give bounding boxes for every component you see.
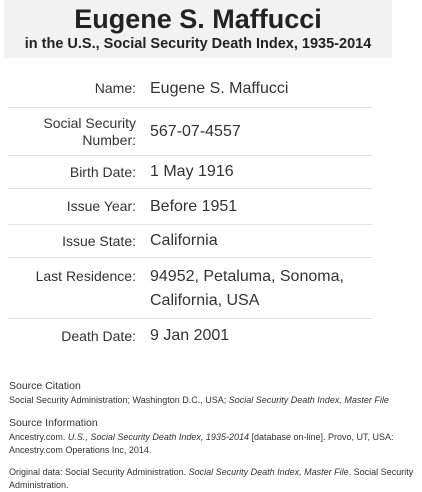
source-citation-plain: Social Security Administration; Washingt…: [9, 395, 229, 405]
birth-date-label: Birth Date:: [69, 163, 136, 180]
name-label: Name:: [94, 80, 136, 96]
ssn-label-line2: Number:: [82, 131, 136, 148]
ssn-value: 567-07-4557: [150, 122, 241, 140]
record-details: Name: Eugene S. Maffucci Social Security…: [8, 70, 373, 353]
source-info-pre: Ancestry.com.: [9, 432, 68, 442]
row-death-date: Death Date: 9 Jan 2001: [8, 319, 373, 353]
issue-state-value: California: [150, 232, 218, 249]
source-citation-text: Social Security Administration; Washingt…: [9, 394, 414, 407]
issue-state-label: Issue State:: [62, 232, 136, 249]
original-data-pre: Original data: Social Security Administr…: [9, 467, 189, 477]
row-last-residence: Last Residence: 94952, Petaluma, Sonoma,…: [8, 258, 373, 319]
page-title: Eugene S. Maffucci: [74, 4, 322, 34]
source-citation: Source Citation Social Security Administ…: [9, 379, 414, 407]
source-citation-heading: Source Citation: [9, 380, 81, 392]
row-issue-state: Issue State: California: [8, 225, 373, 258]
last-residence-label: Last Residence:: [35, 268, 136, 284]
original-data: Original data: Social Security Administr…: [9, 466, 414, 492]
row-issue-year: Issue Year: Before 1951: [8, 189, 373, 225]
source-citation-title: Social Security Death Index, Master File: [228, 395, 389, 405]
collection-subtitle: in the U.S., Social Security Death Index…: [24, 36, 372, 52]
source-info-title: U.S., Social Security Death Index, 1935-…: [67, 432, 249, 442]
record-header: Eugene S. Maffucci in the U.S., Social S…: [4, 0, 392, 58]
original-data-title: Social Security Death Index, Master File: [188, 467, 349, 477]
ssn-label: Social Security Number:: [8, 115, 136, 149]
last-residence-value: 94952, Petaluma, Sonoma, California, USA: [150, 265, 344, 313]
issue-year-label: Issue Year:: [66, 198, 136, 214]
last-residence-line2: California, USA: [150, 292, 260, 309]
source-information-heading: Source Information: [9, 417, 98, 429]
death-date-label: Death Date:: [61, 327, 136, 344]
row-ssn: Social Security Number: 567-07-4557: [8, 108, 373, 156]
row-name: Name: Eugene S. Maffucci: [8, 70, 373, 108]
name-value: Eugene S. Maffucci: [150, 79, 289, 97]
source-information: Source Information Ancestry.com. U.S., S…: [9, 416, 414, 457]
death-date-value: 9 Jan 2001: [150, 327, 230, 344]
ssn-label-line1: Social Security: [43, 114, 136, 131]
source-info-post: [database on-line]. Provo, UT, USA: Ance…: [9, 432, 394, 455]
row-birth-date: Birth Date: 1 May 1916: [8, 156, 373, 189]
last-residence-line1: 94952, Petaluma, Sonoma,: [150, 268, 344, 285]
issue-year-value: Before 1951: [150, 197, 238, 215]
source-information-text: Ancestry.com. U.S., Social Security Deat…: [9, 431, 414, 457]
birth-date-value: 1 May 1916: [150, 163, 234, 180]
source-footer: Source Citation Social Security Administ…: [9, 379, 414, 492]
